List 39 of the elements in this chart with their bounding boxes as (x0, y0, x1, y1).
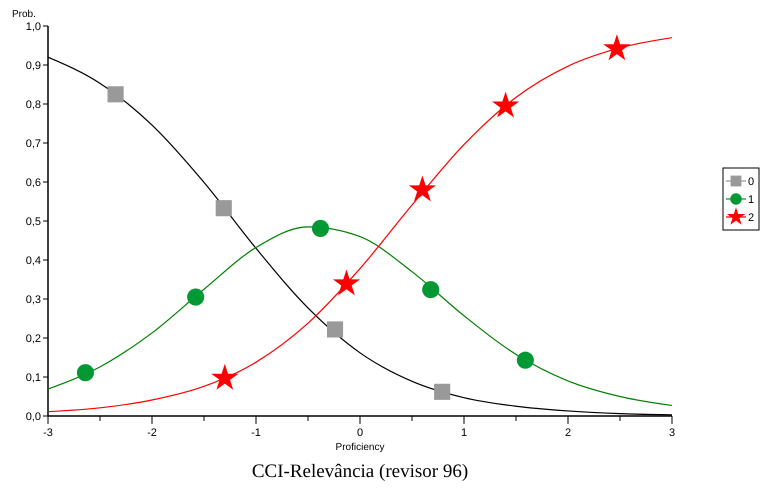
x-tick-label: 1 (460, 427, 468, 439)
y-tick-label: 0,9 (26, 60, 41, 72)
point (326, 321, 344, 338)
point (332, 269, 360, 296)
y-tick-label: 0,3 (26, 294, 41, 306)
point (216, 200, 232, 216)
point (516, 352, 534, 369)
y-tick-label: 0,8 (26, 99, 41, 111)
point (492, 92, 520, 118)
legend-label: 2 (748, 212, 754, 224)
legend-label: 1 (748, 194, 754, 206)
x-tick-label: -3 (43, 427, 53, 439)
point (603, 34, 630, 60)
line-series (47, 226, 673, 406)
x-tick-label: -1 (251, 427, 261, 439)
point (434, 384, 450, 400)
y-tick-label: 0,1 (26, 372, 41, 384)
legend-label: 0 (748, 176, 754, 188)
y-tick-label: 0,4 (26, 255, 41, 267)
point (422, 281, 440, 298)
text: CCI-Relevância (revisor 96) (252, 461, 468, 482)
y-tick-label: 0,5 (26, 216, 41, 228)
y-tick-label: 0,2 (26, 333, 41, 345)
point (211, 364, 238, 390)
point (76, 364, 94, 382)
point (108, 86, 124, 102)
y-tick-label: 0,0 (26, 411, 41, 423)
point (312, 220, 330, 237)
y-tick-label: 0,6 (26, 177, 41, 189)
x-tick-label: 2 (564, 427, 572, 439)
x-tick-label: -2 (147, 427, 157, 439)
point (187, 288, 204, 306)
x-axis-title: Proficiency (336, 442, 384, 453)
x-tick-label: 0 (356, 427, 364, 439)
y-axis-title: Prob. (12, 9, 36, 20)
y-tick-label: 1,0 (26, 21, 41, 33)
x-tick-label: 3 (668, 427, 676, 439)
point (408, 175, 436, 202)
y-tick-label: 0,7 (26, 138, 41, 150)
